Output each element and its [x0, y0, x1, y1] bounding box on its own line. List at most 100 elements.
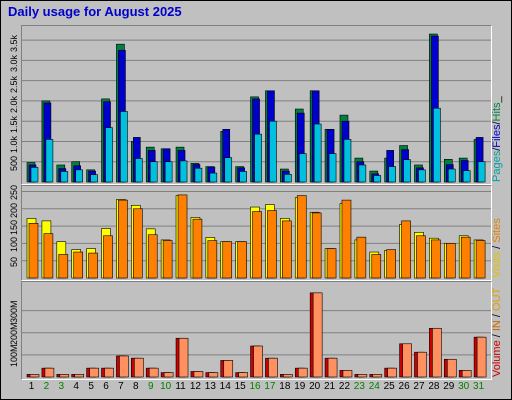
day-label: 4: [73, 381, 79, 392]
volume-panel: [21, 281, 492, 380]
panel3-y-tick-label: 300M: [9, 300, 19, 323]
day-label: 18: [279, 381, 291, 392]
legend-entry: /: [491, 121, 503, 125]
out-bar: [163, 372, 174, 378]
day-label: 28: [428, 381, 440, 392]
day-label: 30: [458, 381, 470, 392]
legend-entry: /: [491, 331, 503, 341]
sites-bar: [118, 199, 128, 279]
sites-bar: [311, 212, 322, 279]
sites-bar: [371, 254, 382, 279]
out-bar: [387, 367, 397, 378]
out-bar: [89, 367, 99, 378]
out-bar: [446, 358, 457, 378]
panel1-y-tick-label: 1.5k: [9, 116, 19, 134]
out-bar: [253, 345, 263, 378]
visits-sites-panel: [21, 185, 492, 281]
sites-bar: [28, 223, 39, 279]
pages-bar: [343, 139, 352, 183]
out-bar: [44, 367, 55, 378]
pages-bar: [239, 171, 247, 183]
day-label: 2: [43, 381, 50, 392]
pages-bar: [433, 107, 441, 183]
pages-bar: [403, 159, 411, 183]
sites-bar: [133, 208, 143, 279]
day-label: 29: [443, 381, 455, 392]
sites-bar: [103, 235, 113, 279]
day-label: 1: [28, 381, 35, 392]
out-bar: [357, 374, 368, 378]
day-label: 25: [383, 381, 395, 392]
out-bar: [312, 292, 323, 378]
out-bar: [461, 370, 472, 378]
day-label: 7: [118, 381, 124, 392]
out-bar: [297, 367, 308, 378]
pages-bar: [120, 111, 128, 183]
legend-entry: OUT: [491, 287, 503, 311]
out-bar: [193, 371, 204, 378]
out-bar: [134, 357, 144, 378]
day-label: 5: [88, 381, 94, 392]
day-label: 11: [175, 381, 186, 392]
legend-entry: /: [491, 147, 503, 151]
panel2-y-tick-label: 200: [9, 202, 19, 218]
sites-bar: [58, 254, 69, 279]
out-bar: [268, 357, 278, 378]
legend-panel1: Pages/Files/Hits_: [491, 96, 503, 182]
sites-bar: [177, 194, 188, 279]
panel1-y-tick-label: 1.0k: [9, 136, 19, 154]
out-bar: [119, 355, 129, 378]
sites-bar: [237, 241, 247, 279]
panel2-y-tick-label: 100: [9, 237, 19, 253]
legend-entry: /: [491, 242, 503, 252]
sites-bar: [267, 210, 277, 279]
sites-bar: [296, 195, 307, 279]
sites-bar: [207, 240, 218, 279]
day-label: 10: [160, 381, 172, 392]
sites-bar: [222, 241, 233, 279]
panel1-y-tick-label: 2.5k: [9, 75, 19, 93]
day-label: 17: [264, 381, 276, 392]
visits-sites-chart: [22, 190, 491, 279]
panel1-y-tick-label: 500: [9, 155, 19, 171]
day-label: 16: [249, 381, 261, 392]
pages-bar: [164, 161, 173, 183]
out-bar: [476, 336, 487, 378]
legend-panel2: Visits / Sites: [491, 218, 503, 278]
day-label: 9: [147, 381, 154, 392]
day-label: 12: [189, 381, 201, 392]
legend-entry: IN: [491, 320, 503, 332]
out-bar: [104, 367, 114, 378]
sites-bar: [475, 240, 486, 279]
legend-entry: /: [491, 310, 503, 321]
pages-bar: [209, 172, 218, 183]
pages-bar: [298, 153, 307, 183]
legend-panel3: Volume / IN / OUT: [491, 288, 503, 377]
pages-bar: [418, 169, 426, 183]
sites-bar: [386, 249, 396, 279]
sites-bar: [460, 236, 471, 279]
pages-bar: [105, 127, 113, 183]
pages-bar: [328, 153, 337, 183]
day-label: 15: [234, 381, 246, 392]
out-bar: [327, 357, 338, 378]
out-bar: [148, 367, 159, 378]
sites-bar: [43, 233, 54, 279]
pages-bar: [447, 168, 456, 183]
day-label: 19: [294, 381, 306, 392]
pages-bar: [284, 173, 292, 183]
out-bar: [417, 351, 427, 378]
pages-bar: [313, 123, 322, 183]
sites-bar: [445, 243, 456, 279]
pages-bar: [149, 161, 158, 183]
out-bar: [208, 372, 219, 378]
pages-bar: [269, 120, 277, 183]
out-bar: [283, 374, 293, 378]
out-bar: [223, 360, 234, 378]
day-label: 26: [398, 381, 410, 392]
day-label: 31: [473, 381, 485, 392]
legend-entry: Visits: [491, 251, 503, 278]
pages-bar: [462, 170, 471, 183]
pages-bar: [90, 174, 98, 183]
